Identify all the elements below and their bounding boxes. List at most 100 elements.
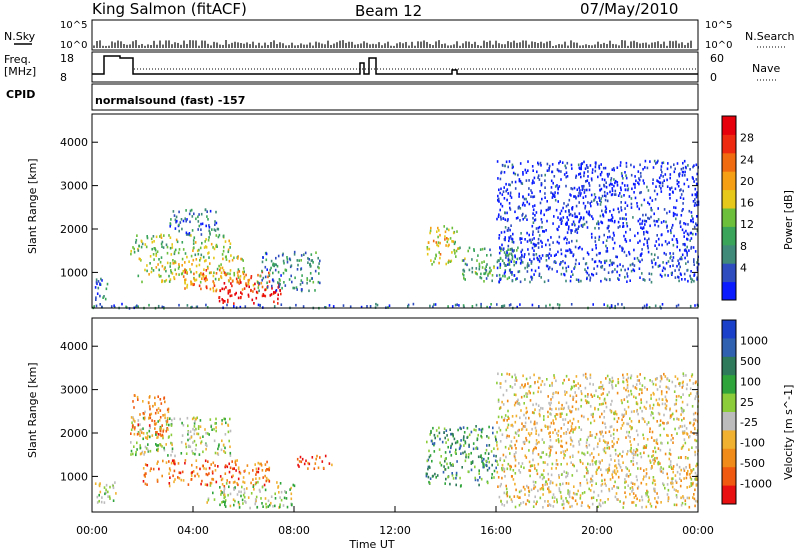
range-gate-cell (689, 435, 691, 438)
range-gate-cell (556, 270, 558, 273)
range-gate-cell (531, 427, 533, 431)
range-gate-cell (553, 500, 556, 503)
range-gate-cell (669, 252, 671, 255)
range-gate-cell (505, 484, 507, 488)
range-gate-cell (589, 453, 591, 457)
range-gate-cell (656, 377, 658, 380)
range-gate-cell (483, 260, 485, 263)
range-gate-cell (215, 417, 217, 421)
range-gate-cell (455, 249, 458, 253)
range-gate-cell (579, 482, 582, 485)
range-gate-cell (211, 428, 213, 431)
range-gate-cell (660, 466, 662, 469)
range-gate-cell (612, 470, 614, 474)
range-gate-cell (257, 281, 259, 284)
range-gate-cell (255, 477, 257, 480)
range-gate-cell (495, 454, 497, 458)
range-gate-cell (517, 429, 519, 433)
range-gate-cell (572, 398, 574, 401)
range-gate-cell (682, 161, 684, 165)
range-gate-cell (603, 449, 606, 453)
range-gate-cell (677, 276, 680, 279)
range-gate-cell (693, 497, 696, 501)
range-gate-cell (560, 497, 563, 500)
range-gate-cell (642, 478, 645, 481)
range-gate-cell (676, 463, 678, 467)
range-gate-cell (190, 478, 193, 481)
y-tick-label: 3000 (60, 180, 88, 193)
range-gate-cell (693, 279, 695, 283)
range-gate-cell (219, 266, 222, 270)
range-gate-cell (676, 417, 678, 421)
range-gate-cell (162, 246, 165, 249)
range-gate-cell (565, 471, 568, 474)
range-gate-cell (621, 413, 623, 417)
range-gate-cell (672, 437, 674, 440)
range-gate-cell (143, 417, 146, 421)
range-gate-cell (532, 449, 534, 453)
range-gate-cell (203, 467, 205, 470)
range-gate-cell (566, 448, 568, 452)
range-gate-cell (480, 272, 482, 276)
range-gate-cell (631, 501, 633, 504)
range-gate-cell (259, 274, 261, 278)
range-gate-cell (666, 211, 668, 215)
colorbar-swatch (722, 467, 736, 487)
range-gate-cell (519, 280, 522, 284)
range-gate-cell (574, 215, 577, 218)
range-gate-cell (264, 474, 266, 478)
range-gate-cell (650, 280, 653, 284)
range-gate-cell (614, 411, 616, 415)
range-gate-cell (679, 221, 681, 225)
range-gate-cell (161, 424, 163, 427)
range-gate-cell (626, 422, 628, 426)
range-gate-cell (238, 490, 240, 493)
range-gate-cell (611, 193, 614, 196)
range-gate-cell (192, 441, 194, 444)
range-gate-cell (242, 259, 244, 262)
range-gate-cell (241, 288, 244, 291)
range-gate-cell (268, 468, 270, 472)
range-gate-cell (690, 237, 693, 240)
range-gate-cell (498, 407, 501, 410)
range-gate-cell (650, 397, 652, 400)
range-gate-cell (547, 395, 549, 398)
range-gate-cell (130, 249, 132, 253)
range-gate-cell (108, 495, 111, 498)
range-gate-cell (550, 467, 553, 470)
range-gate-cell (319, 259, 321, 263)
range-gate-cell (695, 446, 697, 449)
range-gate-cell (667, 260, 670, 263)
range-gate-cell (586, 395, 589, 398)
range-gate-cell (682, 393, 684, 396)
range-gate-cell (552, 493, 555, 496)
range-gate-cell (545, 208, 548, 212)
range-gate-cell (276, 481, 278, 484)
range-gate-cell (163, 234, 165, 237)
range-gate-cell (523, 440, 526, 444)
range-gate-cell (602, 392, 604, 395)
range-gate-cell (434, 303, 437, 306)
range-gate-cell (613, 168, 615, 172)
range-gate-cell (427, 475, 430, 479)
range-gate-cell (665, 220, 667, 224)
range-gate-cell (554, 415, 556, 418)
range-gate-cell (598, 397, 601, 400)
range-gate-cell (290, 486, 292, 490)
range-gate-cell (450, 464, 452, 467)
freq-label: Freq. (4, 53, 31, 66)
range-gate-cell (690, 280, 693, 284)
range-gate-cell (231, 258, 234, 262)
range-gate-cell (650, 411, 653, 414)
range-gate-cell (555, 432, 558, 435)
range-gate-cell (585, 270, 588, 273)
range-gate-cell (171, 447, 174, 451)
range-gate-cell (625, 388, 627, 392)
range-gate-cell (432, 474, 434, 478)
range-gate-cell (255, 467, 258, 471)
range-gate-cell (626, 380, 629, 383)
range-gate-cell (458, 247, 461, 250)
range-gate-cell (607, 469, 610, 472)
range-gate-cell (503, 197, 506, 200)
range-gate-cell (584, 399, 587, 402)
